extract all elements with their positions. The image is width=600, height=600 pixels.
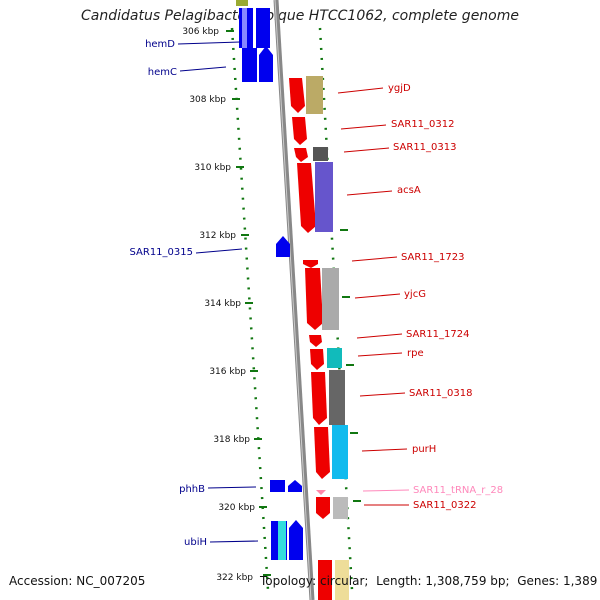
length-value: 1,308,759 bp: [425, 574, 506, 588]
gene-annotation: [335, 560, 349, 600]
tick-label: 306 kbp: [182, 27, 219, 37]
gene-phhB[interactable]: [270, 480, 285, 492]
tick-label: 322 kbp: [216, 573, 253, 583]
gene-yjcG[interactable]: [305, 268, 323, 330]
gene-arrow[interactable]: [318, 560, 332, 600]
gene-rpe[interactable]: [310, 349, 324, 370]
gene-label-SAR11_0312[interactable]: SAR11_0312: [391, 119, 455, 130]
gene-SAR11_1723[interactable]: [303, 260, 318, 268]
gene-annotation: [332, 425, 348, 479]
trna-leader: [362, 489, 410, 492]
scale-ticks: [226, 30, 361, 576]
tick-label: 318 kbp: [213, 435, 250, 445]
gene-label-ubiH[interactable]: ubiH: [184, 537, 207, 548]
gene-SAR11_0313[interactable]: [294, 148, 308, 162]
topology-value: circular: [319, 574, 365, 588]
right-strand-genes: [289, 76, 349, 600]
gene-label-acsA[interactable]: acsA: [397, 185, 421, 196]
genes-value: 1,389: [562, 574, 598, 588]
gene-label-hemC[interactable]: hemC: [148, 67, 177, 78]
gene-label-phhB[interactable]: phhB: [179, 484, 205, 495]
gene-label-SAR11_tRNA_r_28[interactable]: SAR11_tRNA_r_28: [413, 485, 503, 496]
gene-label-SAR11_0322[interactable]: SAR11_0322: [413, 500, 477, 511]
tick-label: 316 kbp: [209, 367, 246, 377]
gene-annotation: [315, 162, 333, 232]
gene-arrow[interactable]: [259, 46, 273, 82]
gene-label-ygjD[interactable]: ygjD: [388, 83, 411, 94]
tick-label: 314 kbp: [204, 299, 241, 309]
gene-annotation: [329, 370, 345, 425]
gene-annotation: [313, 147, 328, 161]
gene-SAR11_0312[interactable]: [292, 117, 307, 145]
gene-label-rpe[interactable]: rpe: [407, 348, 424, 359]
gene-label-SAR11_1724[interactable]: SAR11_1724: [406, 329, 470, 340]
gene-label-purH[interactable]: purH: [412, 444, 436, 455]
gene-acsA[interactable]: [297, 163, 316, 233]
gene-annotation: [333, 497, 348, 519]
gene-label-SAR11_1723[interactable]: SAR11_1723: [401, 252, 465, 263]
tick-label: 308 kbp: [189, 95, 226, 105]
gene-SAR11_tRNA_r_28[interactable]: [316, 490, 326, 495]
gene-annotation: [327, 348, 342, 368]
gene-arrow[interactable]: [289, 520, 303, 560]
gene-label-SAR11_0315[interactable]: SAR11_0315: [130, 247, 194, 258]
gene-label-yjcG[interactable]: yjcG: [404, 289, 426, 300]
tick-label: 310 kbp: [194, 163, 231, 173]
scale-guide-left: [230, 27, 270, 591]
left-strand-genes: [239, 8, 303, 560]
accession-label: Accession:: [9, 574, 73, 588]
gene-ygjD[interactable]: [289, 78, 305, 113]
gene-SAR11_0315[interactable]: [276, 236, 290, 257]
genes-label: Genes:: [517, 574, 560, 588]
gene-arrow[interactable]: [256, 8, 270, 48]
genome-title: Candidatus Pelagibacter ubique HTCC1062,…: [80, 8, 519, 24]
gene-annotation: [322, 268, 339, 330]
gene-fragment: [236, 0, 248, 6]
gene-label-hemD[interactable]: hemD: [145, 39, 175, 50]
gene-arrow[interactable]: [288, 480, 302, 492]
accession-info: Accession: NC_007205: [9, 574, 145, 588]
tick-label: 320 kbp: [218, 503, 255, 513]
gene-SAR11_0322[interactable]: [316, 497, 330, 519]
gene-annotation: [306, 76, 323, 114]
tick-label: 312 kbp: [199, 231, 236, 241]
gene-label-SAR11_0313[interactable]: SAR11_0313: [393, 142, 457, 153]
genome-stats: Topology: circular; Length: 1,308,759 bp…: [260, 574, 598, 588]
gene-purH[interactable]: [314, 427, 330, 479]
topology-label: Topology:: [260, 574, 317, 588]
right-leaders: [337, 87, 409, 506]
gene-SAR11_1724[interactable]: [309, 335, 322, 347]
genome-backbone: [273, 0, 315, 600]
gene-label-SAR11_0318[interactable]: SAR11_0318: [409, 388, 473, 399]
gene-SAR11_0318[interactable]: [311, 372, 327, 425]
left-leaders: [177, 41, 259, 543]
accession-value: NC_007205: [76, 574, 146, 588]
length-label: Length:: [376, 574, 422, 588]
gene-hemC[interactable]: [242, 48, 257, 82]
